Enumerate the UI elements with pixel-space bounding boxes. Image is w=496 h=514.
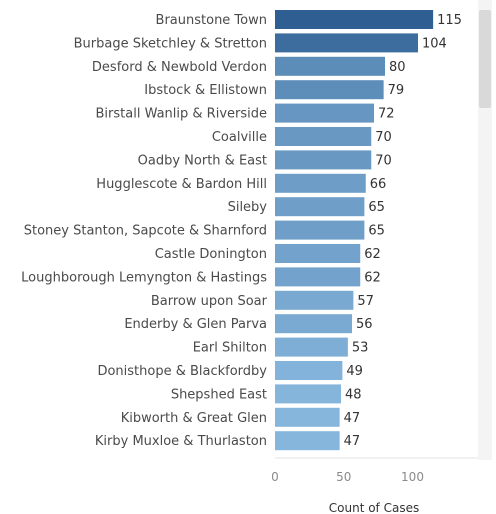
value-label: 70 [375,130,392,145]
category-labels: Braunstone Town Burbage Sketchley & Stret… [21,13,267,449]
value-label: 70 [375,153,392,168]
bar[interactable] [275,197,365,217]
category-label: Burbage Sketchley & Stretton [74,36,267,51]
value-label: 62 [364,270,381,285]
bar[interactable] [275,127,372,146]
bar[interactable] [275,80,384,100]
category-label: Loughborough Lemyngton & Hastings [21,270,267,285]
scrollbar-track[interactable] [478,0,492,460]
category-label: Kibworth & Great Glen [121,411,267,426]
category-label: Donisthope & Blackfordby [97,364,267,379]
category-label: Oadby North & East [138,153,267,168]
category-label: Barrow upon Soar [151,294,268,309]
bar[interactable] [275,103,374,123]
category-label: Birstall Wanlip & Riverside [96,107,268,122]
category-label: Enderby & Glen Parva [124,317,267,332]
value-label: 62 [364,247,381,262]
category-label: Shepshed East [171,387,267,402]
bar[interactable] [275,220,365,240]
category-label: Ibstock & Ellistown [144,83,267,98]
value-label: 49 [346,364,363,379]
value-label: 115 [437,13,462,28]
category-label: Sileby [228,200,268,215]
value-label: 65 [368,224,385,239]
value-label: 47 [344,411,361,426]
x-axis-title: Count of Cases [329,501,419,514]
bar[interactable] [275,407,340,427]
category-label: Braunstone Town [156,13,267,28]
bar[interactable] [275,10,434,29]
bar[interactable] [275,56,385,76]
bar[interactable] [275,384,341,404]
value-label: 104 [422,36,447,51]
bar[interactable] [275,267,361,287]
value-label: 79 [388,83,405,98]
value-label: 47 [344,434,361,449]
category-label: Stoney Stanton, Sapcote & Sharnford [24,224,267,239]
value-label: 48 [345,387,362,402]
category-label: Desford & Newbold Verdon [92,60,267,75]
bar[interactable] [275,173,366,193]
scrollbar-thumb[interactable] [479,10,491,108]
category-label: Kirby Muxloe & Thurlaston [95,434,267,449]
bars-group [275,10,434,451]
value-label: 80 [389,60,406,75]
value-labels: 115 104 80 79 72 70 70 66 65 65 62 62 57 56 53 49 48 47 47 [344,13,462,449]
value-label: 57 [357,294,374,309]
value-label: 56 [356,317,373,332]
category-label: Castle Donington [155,247,267,262]
value-label: 66 [370,177,387,192]
category-label: Hugglescote & Bardon Hill [96,177,267,192]
bar[interactable] [275,314,352,334]
value-label: 72 [378,107,395,122]
value-label: 53 [352,341,369,356]
bar[interactable] [275,150,372,170]
x-tick-label: 100 [401,470,424,484]
bar[interactable] [275,431,340,451]
x-axis-ticks: 0 50 100 [271,470,424,484]
bar[interactable] [275,33,418,53]
category-label: Coalville [212,130,267,145]
bar[interactable] [275,337,348,357]
x-tick-label: 0 [271,470,279,484]
bar[interactable] [275,361,343,380]
value-label: 65 [368,200,385,215]
bar[interactable] [275,290,354,310]
bar[interactable] [275,244,361,263]
x-tick-label: 50 [336,470,351,484]
category-label: Earl Shilton [193,341,267,356]
